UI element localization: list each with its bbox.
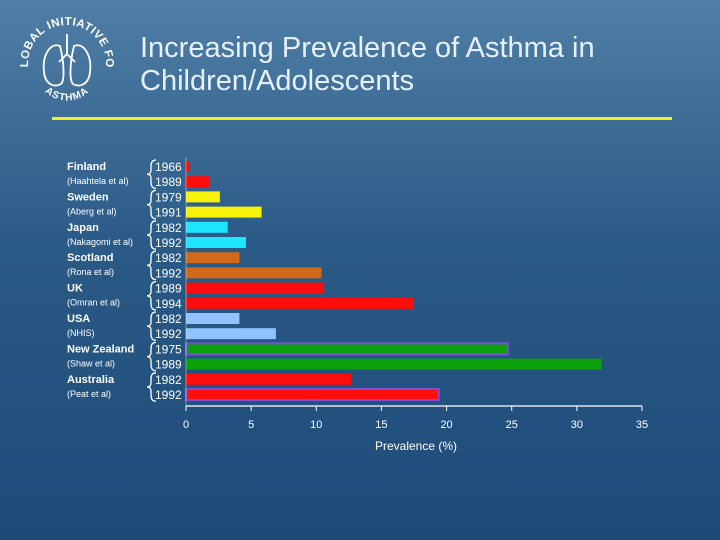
reference-label: (Haahtela et al) [67,176,129,186]
country-label: Scotland [67,252,113,264]
bar [185,342,509,356]
title-underline [52,117,672,120]
title-line-2: Children/Adolescents [140,65,415,97]
x-tick-label: 25 [506,419,518,431]
year-label: 1982 [155,221,182,235]
bar [186,176,210,188]
bar [186,313,240,324]
x-tick-label: 0 [183,419,189,431]
reference-label: (NHIS) [67,328,95,338]
country-label: Finland [67,161,106,173]
year-label: 1992 [155,327,182,341]
bar [186,252,240,264]
group-brace [146,311,157,342]
year-label: 1991 [155,206,182,220]
reference-label: (Omran et al) [67,298,120,308]
gina-logo: GLOBAL INITIATIVE FOR ASTHMA [14,12,115,104]
x-tick-label: 35 [636,419,648,431]
year-label: 1989 [155,175,182,189]
reference-label: (Aberg et al) [67,206,117,216]
country-label: UK [67,283,83,295]
year-label: 1989 [155,358,182,372]
reference-label: (Peat et al) [67,389,111,399]
year-label: 1982 [155,251,182,265]
year-label: 1992 [155,266,182,280]
group-brace [146,372,157,402]
bar [186,221,228,233]
country-label: Japan [67,222,99,234]
country-label: Australia [67,374,115,386]
x-tick-label: 30 [571,419,583,431]
group-brace [146,250,157,281]
reference-label: (Shaw et al) [67,358,115,368]
year-label: 1979 [155,190,182,204]
lungs-icon [42,34,92,87]
bar [186,358,602,370]
group-brace [146,220,157,250]
year-label: 1966 [155,160,182,174]
svg-text:ASTHMA: ASTHMA [43,85,91,103]
x-tick-label: 5 [248,419,254,431]
year-label: 1992 [155,388,182,402]
bar [186,267,322,279]
reference-label: (Rona et al) [67,267,114,277]
year-label: 1994 [155,297,182,311]
bar [186,297,414,309]
year-label: 1975 [155,342,182,356]
group-brace [146,189,157,220]
reference-label: (Nakagomi et al) [67,237,133,247]
country-label: USA [67,313,90,325]
year-label: 1982 [155,312,182,326]
bar [186,191,220,203]
year-label: 1992 [155,236,182,250]
slide-title: Increasing Prevalence of Asthma in Child… [140,32,710,98]
bar [186,206,262,218]
bar [186,282,325,294]
bar [186,161,190,172]
country-label: Sweden [67,191,109,203]
title-line-1: Increasing Prevalence of Asthma in [140,32,595,64]
country-label: New Zealand [67,343,134,355]
x-tick-label: 20 [440,419,452,431]
group-brace [146,341,157,372]
year-label: 1989 [155,282,182,296]
year-label: 1982 [155,373,182,387]
bar [186,328,276,340]
x-tick-label: 10 [310,419,322,431]
group-brace [146,280,157,311]
bar [185,388,440,401]
logo-bottom-text: ASTHMA [43,85,90,103]
bar [186,237,246,248]
x-axis-label: Prevalence (%) [375,439,457,453]
group-brace [146,159,157,190]
bar [186,373,352,385]
x-tick-label: 15 [375,419,387,431]
